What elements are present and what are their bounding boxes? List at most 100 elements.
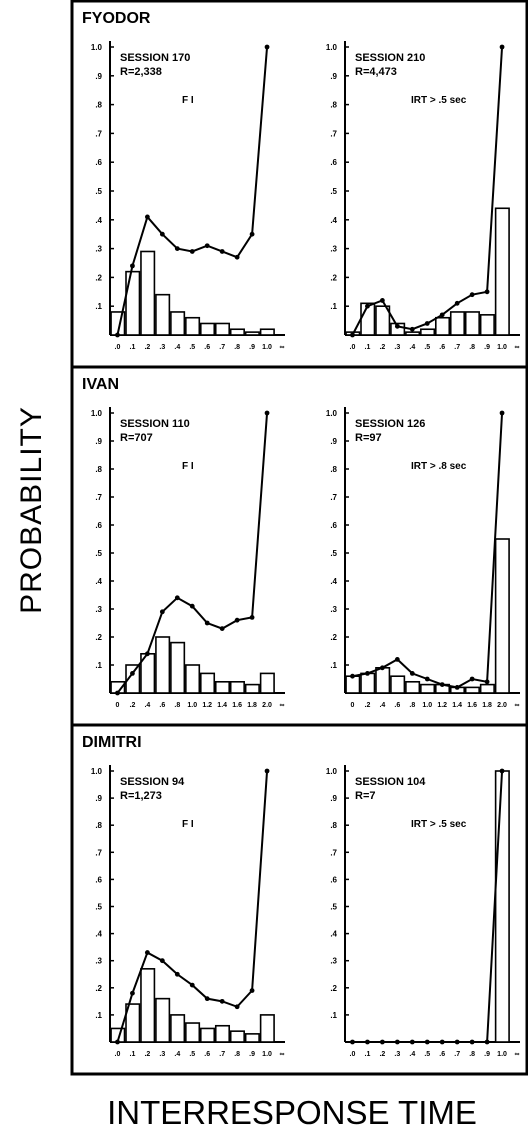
bar: [214, 1024, 231, 1043]
y-tick-label: 1.0: [91, 409, 103, 418]
line-point: [159, 958, 165, 964]
y-tick-label: .8: [330, 465, 337, 474]
line-point: [484, 1039, 490, 1045]
x-tick-label: .7: [219, 344, 225, 351]
line-point: [234, 1004, 240, 1010]
x-tick-label: .1: [130, 1051, 136, 1058]
bar: [345, 675, 361, 694]
y-tick-label: .2: [95, 984, 102, 993]
y-tick-label: .8: [330, 101, 337, 110]
line-point: [365, 303, 370, 309]
line-point: [499, 768, 505, 774]
x-tick-label: .6: [439, 344, 445, 351]
x-tick-label: .8: [174, 702, 180, 709]
line-point: [484, 289, 490, 295]
bar: [244, 331, 260, 336]
line-point: [130, 990, 135, 996]
x-tick-label: .2: [379, 1051, 385, 1058]
x-tick-label: 1.0: [187, 702, 197, 709]
x-tick-label: .6: [394, 702, 400, 709]
x-tick-label: .2: [130, 702, 136, 709]
bar: [244, 1033, 260, 1043]
y-tick-label: .1: [330, 1011, 337, 1020]
x-tick-label: .8: [234, 344, 240, 351]
x-tick-label: .5: [189, 1051, 195, 1058]
r-count-label: R=1,273: [120, 790, 162, 802]
line-point: [174, 246, 180, 252]
x-tick-label: 1.6: [232, 702, 242, 709]
x-tick-label: 1.4: [452, 702, 462, 709]
session-label: SESSION 170: [120, 52, 190, 64]
y-tick-label: .2: [330, 273, 337, 282]
bar: [185, 1022, 201, 1043]
y-tick-label: .9: [330, 794, 337, 803]
line-point: [219, 249, 225, 254]
y-tick-label: .8: [95, 101, 102, 110]
line-point: [189, 982, 195, 988]
y-tick-label: .7: [95, 129, 102, 138]
line-point: [365, 671, 370, 676]
r-count-label: R=4,473: [355, 66, 397, 78]
bar: [125, 1003, 141, 1043]
x-tick-label: .1: [365, 1051, 371, 1058]
condition-label: F I: [182, 819, 194, 830]
chart-panel-3: IVAN .1 .2 .3 .4 .5 .6 .7 .8 .9 1.0 0 .2 .4 .6 .8 1.0 1.2…: [82, 376, 285, 709]
bar: [199, 672, 216, 694]
y-tick-label: .1: [95, 1011, 102, 1020]
bar: [494, 538, 510, 694]
bar: [125, 270, 141, 336]
line-point: [379, 298, 385, 303]
bar: [375, 666, 391, 694]
bar: [185, 664, 201, 694]
bar: [405, 331, 421, 336]
line-point: [454, 300, 460, 306]
line-point: [159, 231, 165, 237]
x-tick-label: 1.8: [482, 702, 492, 709]
line-point: [234, 617, 240, 623]
x-tick-label: 0: [351, 702, 355, 709]
x-tick-label: .4: [144, 702, 150, 709]
y-tick-label: 1.0: [326, 409, 338, 418]
x-tick-label: ∞: [280, 344, 285, 351]
line-point: [409, 671, 415, 676]
y-tick-label: .7: [330, 848, 337, 857]
bar: [229, 328, 245, 336]
chart-panel-6: .1 .2 .3 .4 .5 .6 .7 .8 .9 1.0 .0 .1 .2 .3 .4 .5 .6 .7 .8.…: [326, 765, 520, 1058]
probability-line: [351, 46, 504, 336]
bar: [390, 322, 406, 336]
x-tick-label: .4: [174, 1051, 180, 1058]
y-tick-label: .9: [330, 72, 337, 81]
bar: [155, 636, 171, 694]
x-tick-label: .2: [144, 344, 150, 351]
x-tick-label: .4: [409, 1051, 415, 1058]
y-tick-label: .1: [330, 302, 337, 311]
x-tick-label: .0: [115, 344, 121, 351]
line-point: [264, 768, 270, 774]
y-tick-label: .3: [95, 245, 102, 254]
condition-label: IRT > .8 sec: [411, 461, 467, 472]
y-tick-label: .2: [330, 984, 337, 993]
line-point: [409, 326, 415, 332]
line-point: [424, 1039, 430, 1045]
x-tick-label: .9: [484, 1051, 490, 1058]
line-point: [264, 44, 270, 50]
x-tick-label: 1.2: [437, 702, 447, 709]
y-tick-label: .5: [95, 187, 102, 196]
y-tick-label: .1: [330, 661, 337, 670]
line-point: [189, 249, 195, 254]
y-tick-label: .2: [95, 633, 102, 642]
x-tick-label: 1.6: [467, 702, 477, 709]
subject-label: DIMITRI: [82, 734, 142, 751]
line-point: [144, 950, 150, 955]
y-tick-label: .6: [330, 158, 337, 167]
x-tick-label: .5: [189, 344, 195, 351]
bar: [185, 316, 201, 336]
y-tick-label: .2: [330, 633, 337, 642]
line-point: [439, 682, 445, 687]
y-tick-label: .6: [330, 521, 337, 530]
line-point: [454, 685, 460, 690]
x-tick-label: .4: [379, 702, 385, 709]
y-tick-label: .1: [95, 661, 102, 670]
line-point: [249, 231, 255, 237]
bar: [259, 328, 275, 336]
